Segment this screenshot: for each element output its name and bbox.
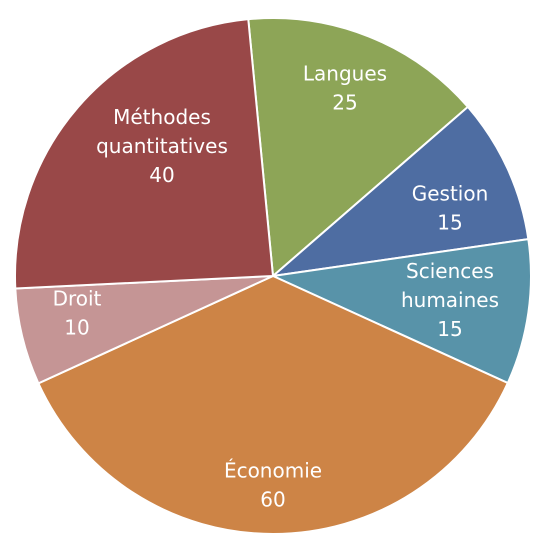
slice-label-4: Droit 10 bbox=[53, 287, 102, 340]
pie-slices bbox=[13, 17, 532, 535]
pie-slice-1 bbox=[269, 105, 530, 278]
slice-category: Méthodes bbox=[113, 105, 211, 129]
slice-value: 60 bbox=[260, 488, 285, 512]
slice-label-2: Sciences humaines 15 bbox=[401, 259, 499, 341]
pie-slice-0 bbox=[247, 17, 470, 279]
slice-value: 15 bbox=[437, 211, 462, 235]
pie-labels: Langues 25 Gestion 15 Sciences humaines 15 Écon… bbox=[53, 62, 499, 512]
slice-category: Sciences bbox=[406, 259, 494, 283]
slice-value: 15 bbox=[437, 317, 462, 341]
pie-slice-2 bbox=[269, 237, 532, 385]
slice-label-1: Gestion 15 bbox=[412, 182, 489, 235]
slice-label-5: Méthodes quantitatives 40 bbox=[96, 105, 228, 187]
slice-category: Droit bbox=[53, 287, 102, 311]
pie-slice-3 bbox=[37, 274, 510, 535]
slice-value: 40 bbox=[149, 163, 174, 187]
slice-category: Gestion bbox=[412, 182, 489, 206]
pie-slice-5 bbox=[13, 18, 275, 290]
slice-value: 25 bbox=[332, 91, 357, 115]
slice-category: Langues bbox=[303, 62, 387, 86]
slice-category: humaines bbox=[401, 288, 499, 312]
slice-label-3: Économie 60 bbox=[224, 459, 322, 512]
slice-category: Économie bbox=[224, 459, 322, 483]
slice-category: quantitatives bbox=[96, 134, 228, 158]
slice-label-0: Langues 25 bbox=[303, 62, 387, 115]
slice-value: 10 bbox=[64, 316, 89, 340]
